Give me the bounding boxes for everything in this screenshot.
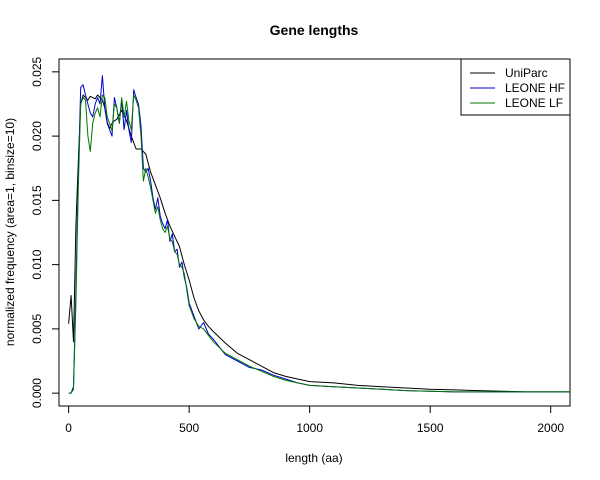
x-tick-label: 1000 — [296, 421, 323, 435]
series-line-leone-lf — [68, 94, 570, 394]
y-axis-label: normalized frequency (area=1, binsize=10… — [3, 118, 17, 346]
x-tick-label: 500 — [179, 421, 199, 435]
chart-title: Gene lengths — [270, 22, 359, 38]
series-line-uniparc — [68, 94, 570, 393]
legend-label-leone-lf: LEONE LF — [505, 96, 563, 110]
y-tick-label: 0.005 — [30, 314, 44, 344]
y-axis: 0.000 0.005 0.010 0.015 0.020 0.025 — [30, 57, 60, 408]
y-tick-label: 0.000 — [30, 378, 44, 408]
y-tick-label: 0.020 — [30, 121, 44, 151]
legend-box — [460, 58, 571, 116]
y-tick-label: 0.025 — [30, 57, 44, 87]
x-axis: 0 500 1000 1500 2000 — [65, 405, 564, 435]
x-tick-label: 2000 — [537, 421, 564, 435]
y-tick-label: 0.010 — [30, 249, 44, 279]
x-tick-label: 1500 — [417, 421, 444, 435]
x-axis-label: length (aa) — [285, 451, 342, 465]
x-tick-label: 0 — [65, 421, 72, 435]
legend-label-leone-hf: LEONE HF — [505, 81, 565, 95]
legend-label-uniparc: UniParc — [505, 66, 548, 80]
series-layer — [68, 75, 570, 394]
legend: UniParc LEONE HF LEONE LF — [460, 58, 571, 116]
y-tick-label: 0.015 — [30, 185, 44, 215]
